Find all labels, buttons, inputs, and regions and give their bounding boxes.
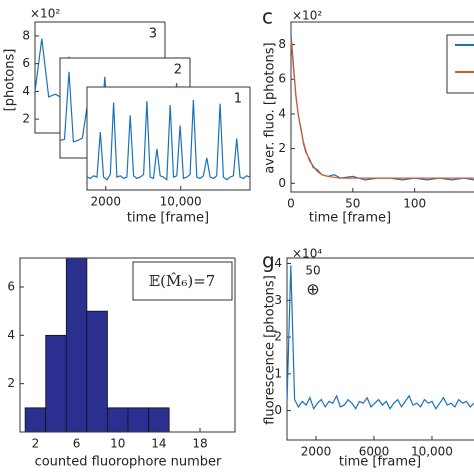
annotation-box	[132, 261, 233, 301]
x-tick-label: 2	[32, 437, 40, 451]
y-tick-label: 6	[7, 280, 15, 294]
axis-frame	[286, 257, 474, 441]
trace-label: 2	[174, 63, 182, 78]
x-axis-label: counted fluorophore number	[35, 455, 222, 470]
x-tick-label: 14	[151, 437, 166, 451]
y-tick-label: 0	[278, 176, 286, 190]
y-tick-label: 6	[278, 72, 286, 86]
x-tick-label: 6000	[359, 445, 390, 459]
bars	[24, 258, 170, 432]
y-tick-label: 4	[7, 328, 15, 342]
x-tick-label: 18	[192, 437, 207, 451]
x-axis-label: time [frame]	[127, 211, 209, 226]
exponent-label: ×10²	[292, 9, 322, 23]
panel-label: c	[262, 5, 273, 29]
exponent-label: ×10⁴	[292, 247, 322, 261]
axis-frame	[86, 86, 251, 191]
x-axis-label: time [frame]	[339, 455, 421, 470]
trace-label: 3	[149, 27, 157, 42]
y-axis-label: [photons]	[3, 49, 18, 112]
y-tick-label: 2	[22, 112, 30, 126]
x-tick-label: 100	[403, 197, 426, 211]
y-axis-label: aver. fluo. [photons]	[263, 42, 278, 173]
panel-label: g	[262, 249, 275, 273]
x-tick-label: 0	[287, 197, 295, 211]
bar	[86, 310, 108, 432]
trace	[290, 39, 474, 179]
y-tick-label: 8	[22, 28, 30, 42]
annotation: ⊕	[306, 280, 319, 299]
y-tick-label: 4	[22, 84, 30, 98]
bar	[45, 334, 67, 432]
trace	[286, 265, 474, 411]
x-tick-label: 2000	[301, 445, 332, 459]
trace-label: 1	[234, 92, 242, 107]
exponent-label: ×10²	[30, 7, 60, 21]
axis-frame	[290, 21, 474, 193]
x-axis-label: time [frame]	[309, 211, 391, 226]
annotation: 50	[305, 264, 320, 278]
trace	[86, 99, 251, 181]
x-tick-label: 10	[110, 437, 125, 451]
x-tick-label: 6	[73, 437, 81, 451]
y-tick-label: 0	[274, 403, 282, 417]
y-tick-label: 4	[278, 106, 286, 120]
x-tick-label: 2000	[90, 195, 121, 209]
y-tick-label: 1	[274, 366, 282, 380]
bar	[65, 258, 88, 432]
legend-box	[446, 34, 474, 94]
y-tick-label: 8	[278, 37, 286, 51]
annotation: 𝔼(M̂₆)=7	[149, 272, 216, 290]
y-axis-label: fluorescence [photons]	[263, 275, 278, 425]
y-tick-label: 6	[22, 56, 30, 70]
y-tick-label: 2	[7, 376, 15, 390]
bar	[127, 407, 149, 432]
y-tick-label: 2	[274, 330, 282, 344]
x-tick-label: 10,000	[160, 195, 202, 209]
bar	[148, 407, 170, 432]
y-tick-label: 2	[278, 141, 286, 155]
y-tick-label: 4	[274, 256, 282, 270]
x-tick-label: 50	[345, 197, 360, 211]
axis-frame	[19, 257, 236, 433]
x-tick-label: 10,000	[411, 445, 453, 459]
y-tick-label: 3	[274, 293, 282, 307]
